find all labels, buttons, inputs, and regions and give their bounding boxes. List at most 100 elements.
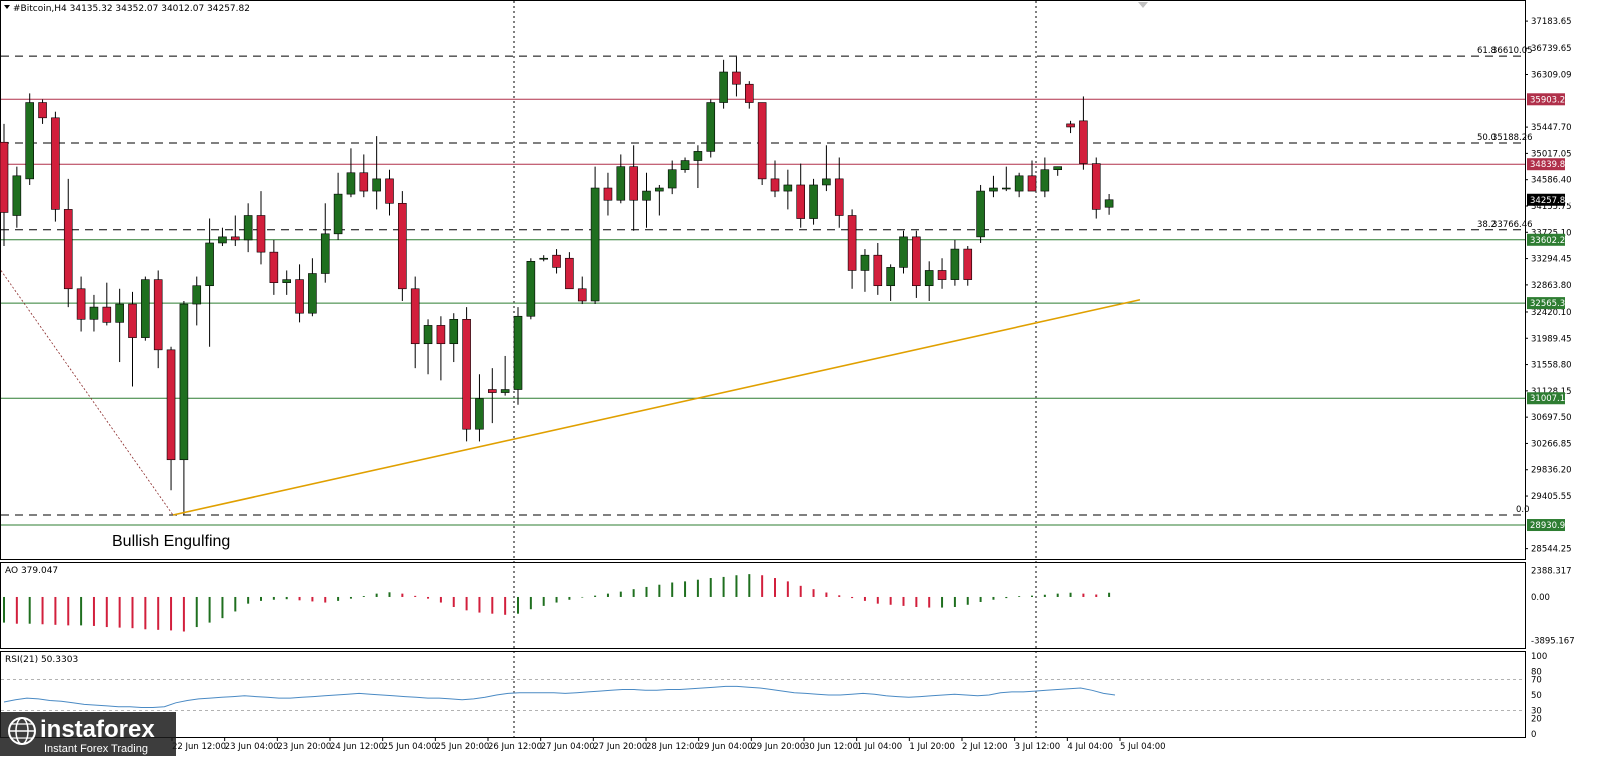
candle-body	[51, 117, 60, 210]
candle-body	[539, 257, 549, 260]
time-tick-label: 23 Jun 20:00	[277, 742, 331, 752]
candle-body	[1066, 123, 1075, 128]
price-tick-label: 37183.65	[1531, 17, 1572, 27]
ao-tick-label: -3895.167	[1531, 636, 1575, 646]
ao-tick-label: 0.00	[1531, 593, 1550, 603]
candle-body	[976, 190, 985, 238]
candle-body	[76, 288, 86, 320]
time-tick-label: 26 Jun 12:00	[488, 742, 542, 752]
candle-body	[1001, 187, 1011, 190]
candle-body	[1104, 199, 1114, 208]
candle-body	[886, 267, 895, 287]
price-tag-label: 34839.84	[1530, 160, 1571, 170]
candle-body	[834, 178, 844, 216]
candle-body	[899, 236, 908, 268]
ascending-trendline	[172, 298, 1141, 516]
candle-body	[989, 187, 998, 192]
candle-body	[205, 242, 214, 287]
price-tick-label: 34586.40	[1531, 176, 1572, 186]
candle-body	[950, 248, 960, 280]
candle-body	[89, 306, 99, 320]
candle-body	[1014, 175, 1024, 192]
candle-body	[1079, 120, 1088, 164]
candle-body	[269, 251, 279, 283]
price-tick-label: 29836.20	[1531, 466, 1572, 476]
main-pane	[0, 0, 1526, 560]
candle-body	[385, 178, 394, 204]
price-tag-label: 35903.24	[1530, 95, 1571, 105]
symbol-header: #Bitcoin,H4 34135.32 34352.07 34012.07 3…	[13, 4, 250, 14]
time-tick-label: 25 Jun 04:00	[383, 742, 437, 752]
candle-body	[655, 187, 664, 192]
rsi-header: RSI(21) 50.3303	[5, 655, 78, 665]
candle-body	[693, 151, 703, 161]
price-tick-label: 35447.70	[1531, 123, 1572, 133]
candle-body	[449, 319, 459, 345]
ao-histogram	[3, 574, 1111, 632]
fib-label: 61.8	[1477, 46, 1496, 56]
candle-body	[320, 233, 330, 274]
price-tag-label: 31007.14	[1530, 394, 1571, 404]
price-tick-label: 30697.50	[1531, 413, 1572, 423]
candle-body	[243, 215, 253, 241]
candle-body	[577, 288, 587, 302]
price-tick-label: 30266.85	[1531, 439, 1572, 449]
time-tick-label: 22 Jun 12:00	[172, 742, 226, 752]
candle-body	[1027, 175, 1037, 192]
rsi-tick-label: 0	[1531, 730, 1536, 740]
candle-body	[822, 178, 831, 186]
time-tick-label: 1 Jul 04:00	[857, 742, 903, 752]
candle-body	[295, 279, 304, 314]
rsi-tick-label: 30	[1531, 707, 1542, 717]
candle-body	[153, 279, 163, 351]
candle-body	[732, 71, 741, 85]
candle-body	[565, 257, 574, 290]
candle-body	[372, 178, 381, 192]
candle-body	[102, 306, 112, 323]
time-tick-label: 24 Jun 12:00	[330, 742, 384, 752]
price-tag-label: 28930.91	[1530, 521, 1571, 531]
price-tick-label: 31989.45	[1531, 334, 1572, 344]
candle-body	[256, 215, 266, 253]
level-price-label: 33766.46	[1492, 220, 1533, 230]
fib-anchor-line	[0, 270, 174, 516]
price-tick-label: 33725.10	[1531, 228, 1572, 238]
rsi-tick-label: 70	[1531, 675, 1542, 685]
price-tick-label: 32420.10	[1531, 308, 1572, 318]
candle-body	[218, 236, 227, 244]
chart-shift-marker-icon[interactable]	[1138, 2, 1148, 8]
candle-body	[0, 141, 9, 213]
horizontal-levels: 61.8 50.0 38.2 0.0	[1, 46, 1530, 526]
price-tick-label: 31558.80	[1531, 361, 1572, 371]
price-tick-label: 36739.65	[1531, 44, 1572, 54]
candle-body	[796, 184, 806, 219]
price-tag-label: 34257.82	[1530, 196, 1571, 206]
time-tick-label: 25 Jun 20:00	[435, 742, 489, 752]
candle-body	[667, 169, 677, 189]
instaforex-logo: instaforex Instant Forex Trading	[0, 712, 176, 756]
price-tag	[1527, 193, 1565, 206]
candle-body	[963, 248, 973, 280]
candle-body	[1091, 163, 1101, 210]
candle-body	[552, 254, 561, 268]
time-tick-label: 23 Jun 04:00	[225, 742, 279, 752]
rsi-tick-label: 20	[1531, 714, 1542, 724]
time-tick-label: 2 Jul 12:00	[962, 742, 1008, 752]
candle-body	[410, 288, 420, 345]
collapse-arrow-icon[interactable]	[4, 5, 10, 9]
rsi-tick-label: 50	[1531, 691, 1542, 701]
candle-body	[38, 102, 47, 119]
time-tick-label: 3 Jul 12:00	[1015, 742, 1061, 752]
price-tick-label: 33294.45	[1531, 255, 1572, 265]
candle-body	[757, 102, 767, 180]
candle-body	[937, 270, 947, 280]
time-tick-label: 28 Jun 12:00	[646, 742, 700, 752]
candle-body	[642, 190, 651, 201]
price-tag	[1527, 158, 1565, 171]
price-tag-label: 32565.34	[1530, 299, 1571, 309]
candle-body	[423, 325, 433, 345]
price-tick-label: 35017.05	[1531, 149, 1572, 159]
rsi-tick-label: 80	[1531, 668, 1542, 678]
